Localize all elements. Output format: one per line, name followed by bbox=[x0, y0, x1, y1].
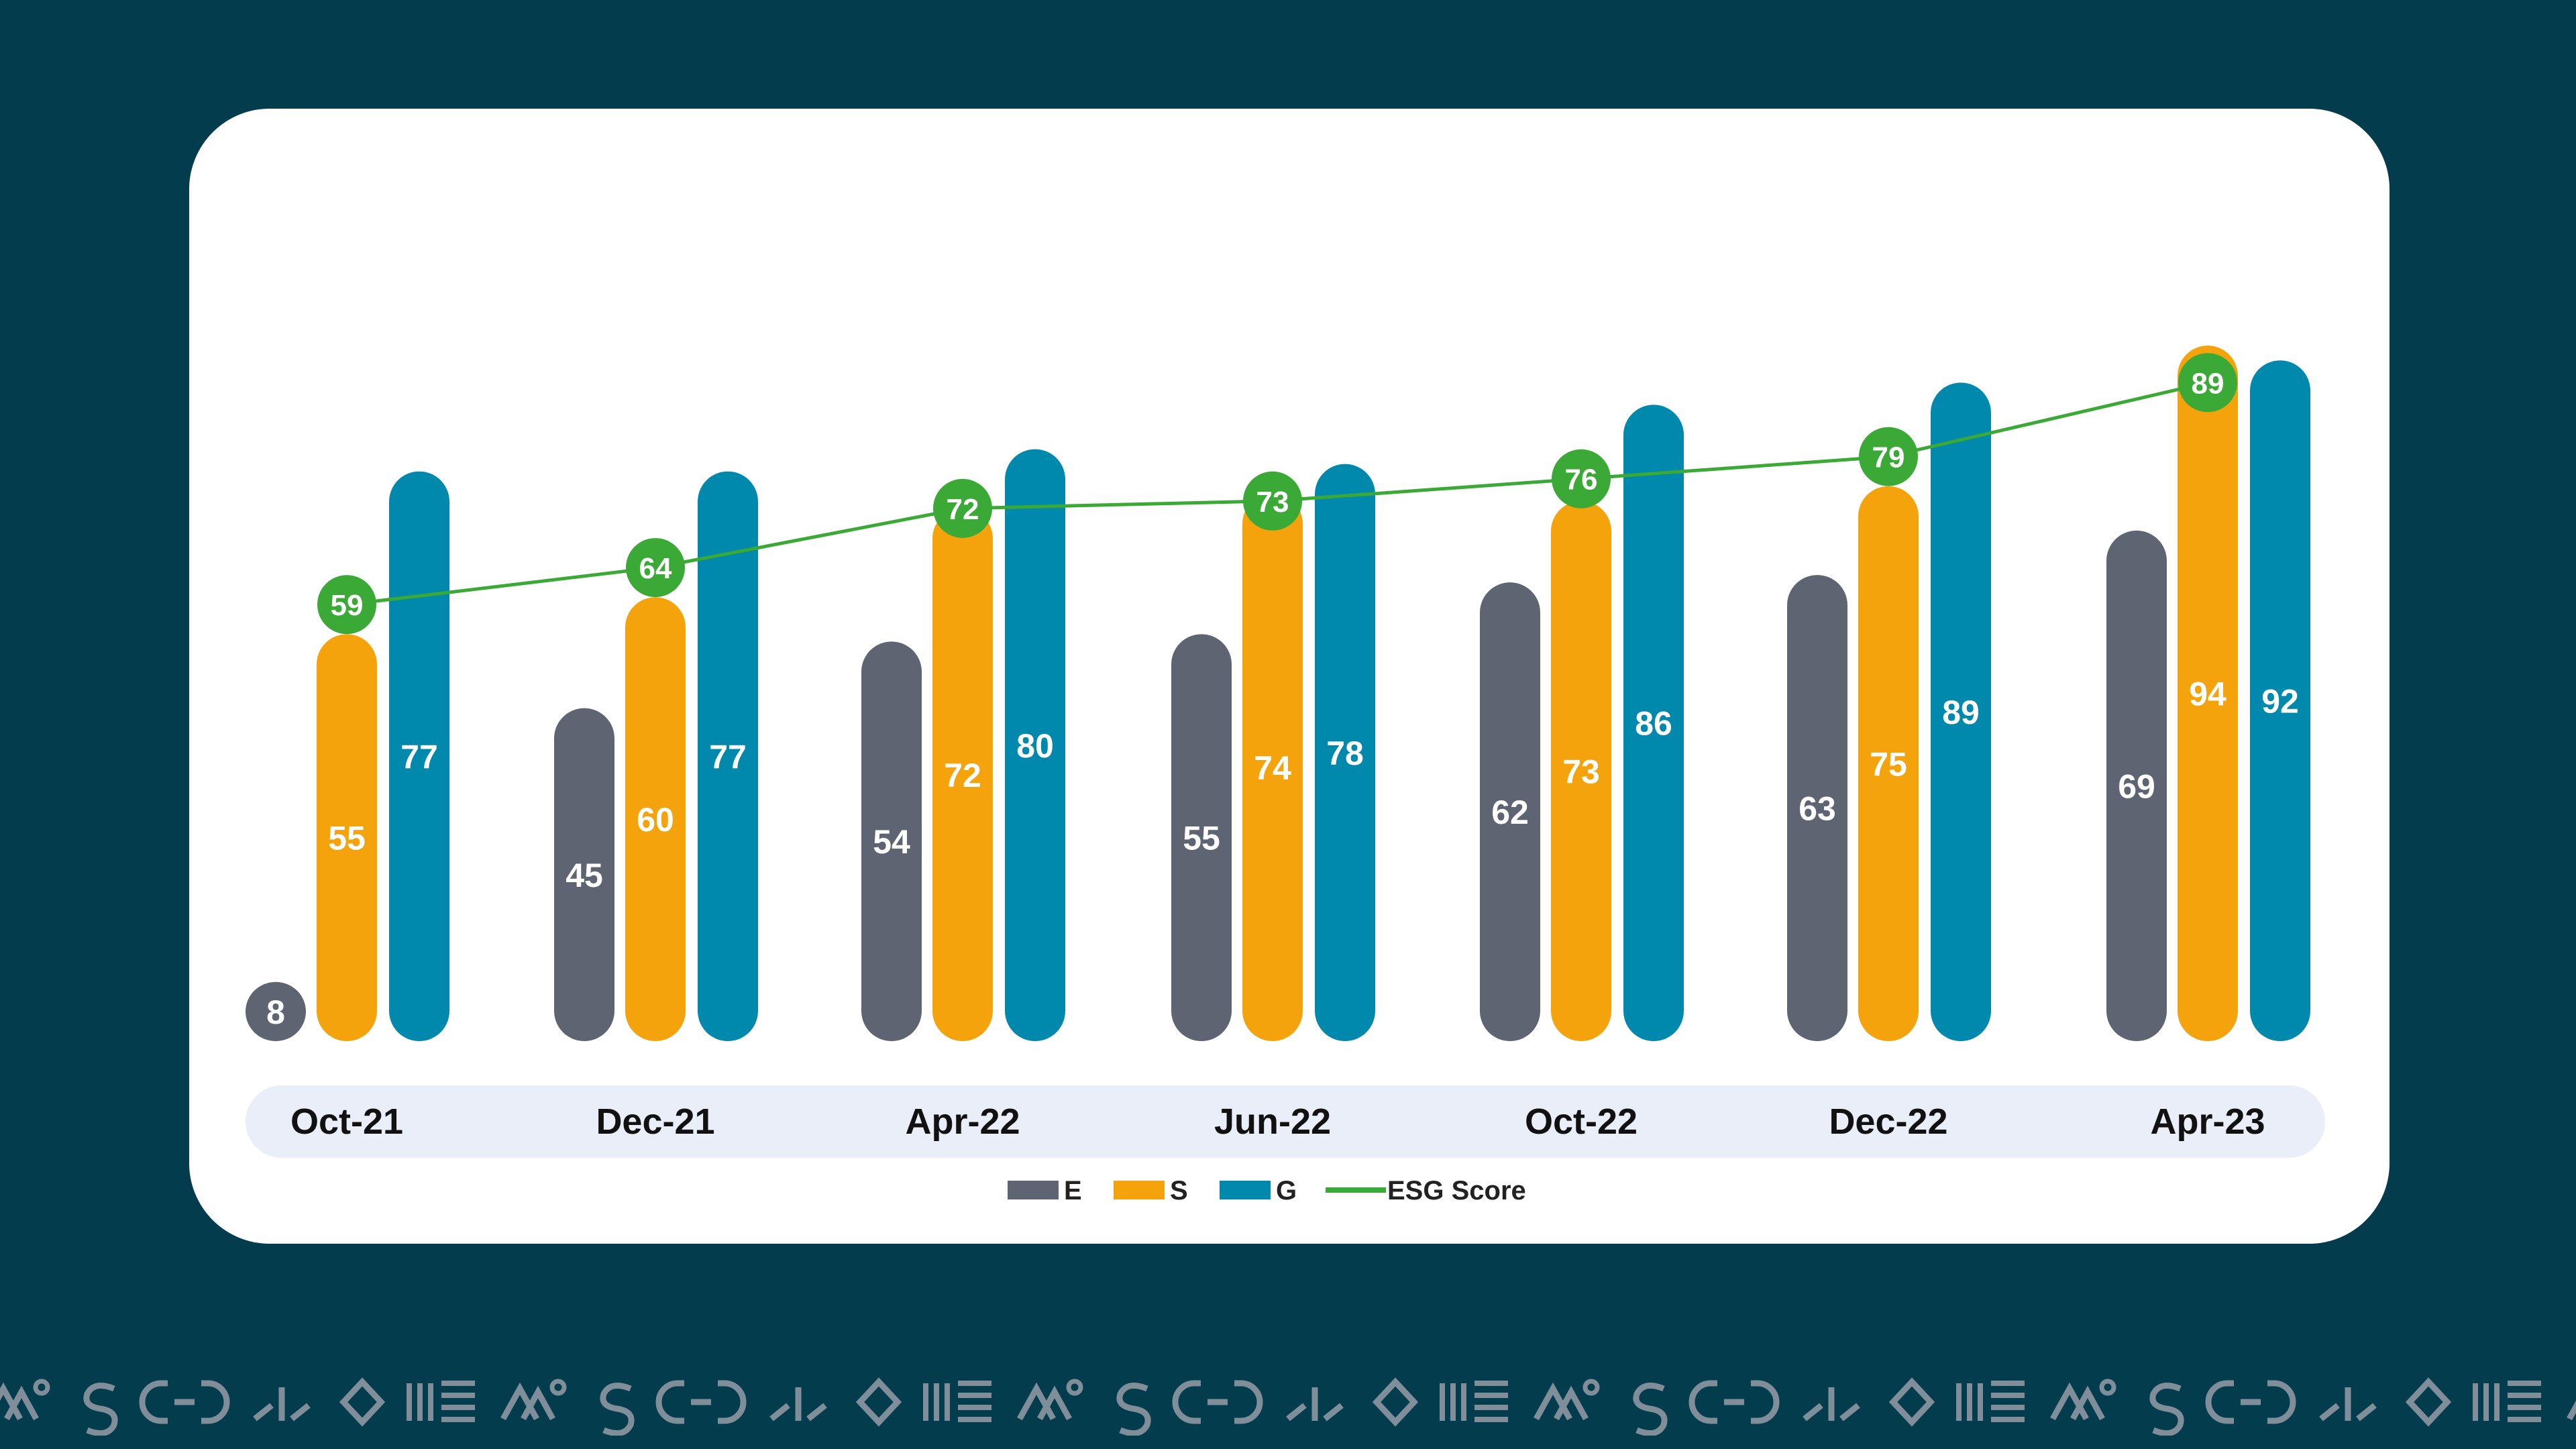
bar-s-0 bbox=[317, 634, 377, 1041]
bar-g-1 bbox=[698, 471, 758, 1041]
bar-label-e-2: 54 bbox=[873, 823, 910, 861]
esg-marker-5 bbox=[1859, 427, 1918, 486]
bar-label-e-5: 63 bbox=[1799, 790, 1836, 828]
bar-label-s-5: 75 bbox=[1870, 745, 1907, 783]
bar-e-2 bbox=[861, 641, 922, 1041]
category-label-4: Oct-22 bbox=[1525, 1102, 1638, 1142]
category-label-1: Dec-21 bbox=[596, 1102, 714, 1142]
bar-label-e-4: 62 bbox=[1491, 794, 1529, 831]
bar-label-g-1: 77 bbox=[709, 738, 747, 775]
bar-label-s-6: 94 bbox=[2189, 676, 2226, 713]
bar-label-s-0: 55 bbox=[328, 820, 366, 857]
bar-label-s-1: 60 bbox=[637, 801, 674, 839]
esg-marker-4 bbox=[1552, 449, 1611, 508]
bar-label-g-2: 80 bbox=[1016, 727, 1054, 765]
esg-line-layer: 59 64 72 73 76 79 89 bbox=[317, 353, 2237, 635]
legend: E S G ESG Score bbox=[1008, 1176, 1526, 1205]
bar-e-3 bbox=[1171, 634, 1232, 1041]
bar-label-e-0: 8 bbox=[266, 994, 285, 1031]
esg-marker-label-5: 79 bbox=[1872, 441, 1905, 474]
legend-swatch-s bbox=[1114, 1181, 1165, 1199]
esg-marker-0 bbox=[317, 575, 376, 635]
bar-label-e-3: 55 bbox=[1183, 820, 1220, 857]
bar-g-5 bbox=[1931, 382, 1991, 1041]
esg-marker-label-3: 73 bbox=[1256, 486, 1289, 519]
bar-s-6 bbox=[2178, 345, 2238, 1042]
legend-swatch-e bbox=[1008, 1181, 1059, 1199]
esg-marker-2 bbox=[933, 478, 992, 538]
bar-label-g-3: 78 bbox=[1326, 735, 1364, 772]
esg-marker-label-1: 64 bbox=[639, 552, 672, 585]
bar-s-2 bbox=[932, 508, 993, 1041]
bar-s-3 bbox=[1242, 493, 1303, 1041]
legend-swatch-esg-score bbox=[1326, 1187, 1386, 1193]
bar-g-2 bbox=[1005, 449, 1065, 1041]
category-label-6: Apr-23 bbox=[2150, 1102, 2265, 1142]
bar-g-0 bbox=[389, 471, 449, 1041]
esg-marker-label-4: 76 bbox=[1565, 464, 1598, 496]
category-label-5: Dec-22 bbox=[1829, 1102, 1947, 1142]
category-labels: Oct-21 Dec-21 Apr-22 Jun-22 Oct-22 Dec-22 Apr-… bbox=[290, 1102, 2265, 1142]
bar-g-3 bbox=[1315, 464, 1375, 1041]
legend-label-g: G bbox=[1276, 1176, 1297, 1205]
esg-marker-label-0: 59 bbox=[331, 589, 364, 622]
bar-s-1 bbox=[625, 597, 686, 1041]
esg-marker-6 bbox=[2178, 353, 2237, 413]
bar-label-s-3: 74 bbox=[1254, 749, 1291, 787]
bar-label-e-6: 69 bbox=[2118, 767, 2155, 805]
bars-layer: 8 55 77 45 60 77 54 72 80 55 74 78 62 73 86 63 75 89 69 94 9… bbox=[246, 345, 2310, 1042]
bar-label-e-1: 45 bbox=[566, 857, 603, 894]
esg-marker-3 bbox=[1243, 471, 1302, 531]
chart-card: 8 55 77 45 60 77 54 72 80 55 74 78 62 73 86 63 75 89 69 94 9… bbox=[189, 109, 2390, 1244]
category-label-0: Oct-21 bbox=[290, 1102, 403, 1142]
bar-label-s-4: 73 bbox=[1562, 753, 1600, 790]
bar-label-g-5: 89 bbox=[1942, 694, 1980, 731]
bar-s-4 bbox=[1551, 500, 1611, 1041]
esg-marker-label-6: 89 bbox=[2192, 367, 2224, 400]
bar-g-6 bbox=[2250, 360, 2310, 1041]
esg-marker-label-2: 72 bbox=[947, 493, 979, 526]
legend-label-s: S bbox=[1170, 1176, 1188, 1205]
category-band bbox=[246, 1085, 2325, 1158]
legend-label-esg-score: ESG Score bbox=[1387, 1176, 1526, 1205]
category-label-3: Jun-22 bbox=[1214, 1102, 1331, 1142]
bar-label-g-0: 77 bbox=[400, 738, 438, 775]
category-label-2: Apr-22 bbox=[905, 1102, 1020, 1142]
esg-marker-1 bbox=[626, 538, 685, 598]
bar-e-0 bbox=[246, 981, 306, 1041]
legend-label-e: E bbox=[1064, 1176, 1082, 1205]
bar-g-4 bbox=[1623, 405, 1684, 1041]
legend-swatch-g bbox=[1220, 1181, 1271, 1199]
bar-s-5 bbox=[1858, 486, 1919, 1041]
bar-e-6 bbox=[2106, 530, 2167, 1041]
decorative-pattern-strip bbox=[0, 1377, 2576, 1436]
bar-label-g-4: 86 bbox=[1635, 705, 1672, 743]
bar-label-s-2: 72 bbox=[944, 757, 981, 794]
bar-e-1 bbox=[554, 708, 614, 1041]
chart: 8 55 77 45 60 77 54 72 80 55 74 78 62 73 86 63 75 89 69 94 9… bbox=[246, 345, 2325, 1205]
bar-e-5 bbox=[1787, 575, 1847, 1041]
bar-e-4 bbox=[1480, 582, 1540, 1041]
bar-label-g-6: 92 bbox=[2261, 683, 2299, 720]
